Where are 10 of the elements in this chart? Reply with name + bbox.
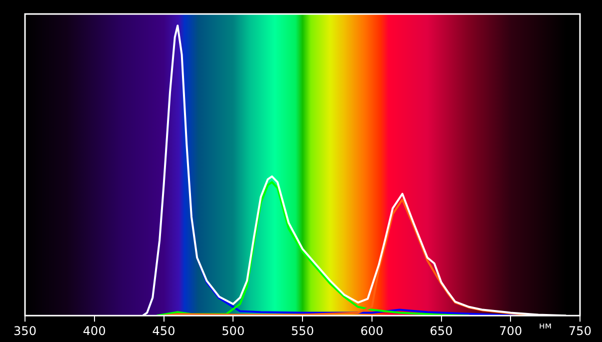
x-tick-label: 650 [430, 324, 453, 338]
x-axis-title: нм [538, 321, 552, 332]
x-tick-label: 350 [14, 324, 36, 338]
x-tick-label: 750 [568, 324, 592, 338]
x-tick-label: 450 [152, 324, 176, 338]
x-tick-label: 550 [291, 324, 314, 338]
x-tick-label: 500 [222, 324, 245, 338]
x-tick-label: 700 [499, 324, 522, 338]
x-tick-label: 600 [360, 324, 384, 338]
x-tick-label: 400 [82, 324, 106, 338]
